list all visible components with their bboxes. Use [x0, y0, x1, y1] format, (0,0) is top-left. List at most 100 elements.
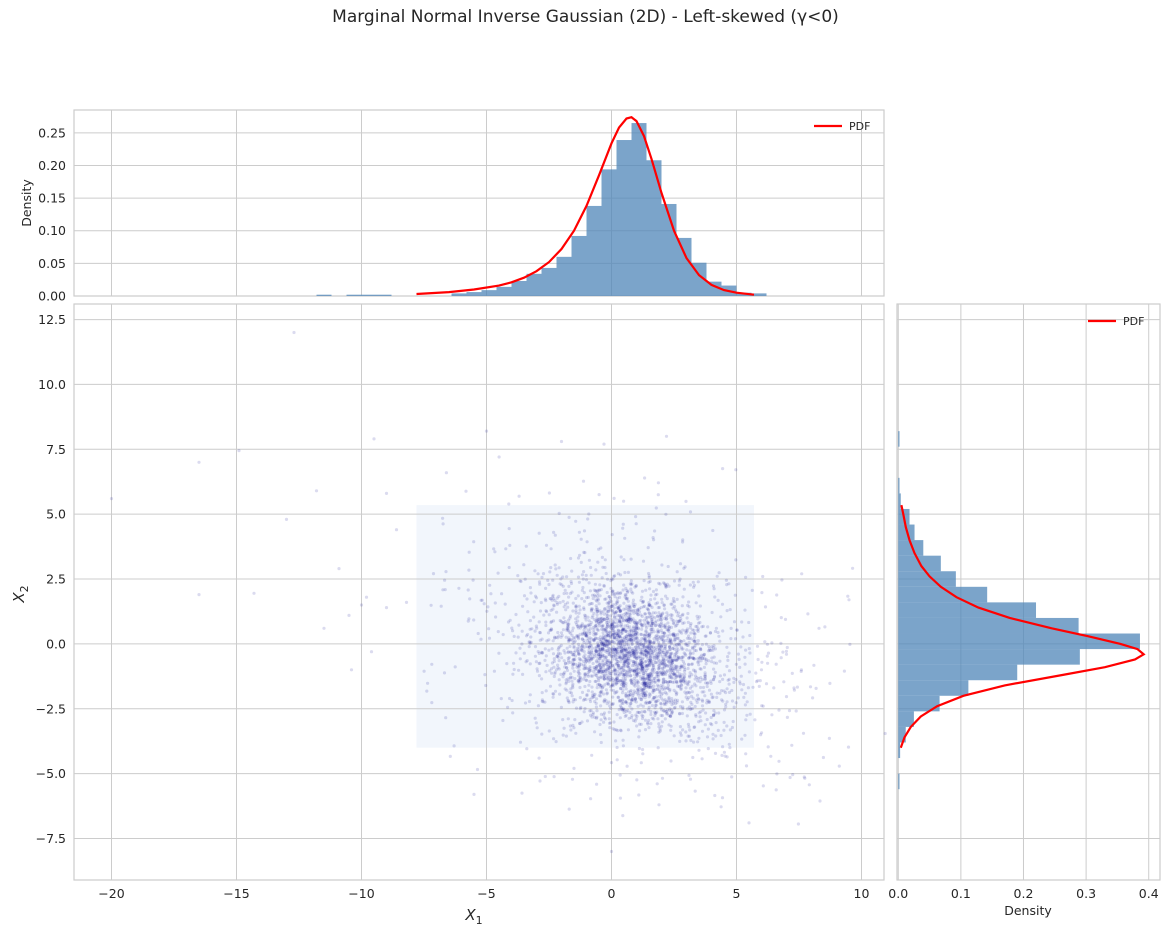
scatter-point — [562, 726, 566, 730]
scatter-point — [599, 612, 603, 616]
scatter-point — [688, 510, 693, 514]
scatter-point — [619, 613, 623, 617]
scatter-point — [540, 732, 544, 736]
scatter-point — [687, 773, 691, 778]
scatter-point — [698, 620, 702, 625]
scatter-point — [582, 606, 586, 610]
scatter-point — [614, 662, 618, 666]
scatter-point — [602, 700, 606, 704]
scatter-point — [799, 669, 803, 674]
scatter-point — [635, 621, 639, 626]
scatter-point — [443, 578, 447, 582]
scatter-point — [638, 729, 642, 733]
scatter-point — [679, 674, 683, 678]
scatter-point — [672, 632, 676, 636]
scatter-point — [704, 634, 708, 638]
scatter-point — [733, 593, 737, 597]
scatter-point — [566, 698, 570, 703]
scatter-point — [614, 651, 618, 655]
scatter-point — [511, 711, 515, 715]
scatter-point — [566, 601, 570, 605]
scatter-point — [695, 700, 699, 705]
scatter-point — [647, 718, 651, 723]
scatter-point — [640, 663, 644, 667]
scatter-point — [600, 642, 604, 646]
scatter-point — [677, 583, 681, 587]
scatter-point — [616, 623, 620, 628]
scatter-point — [625, 634, 629, 638]
scatter-point — [652, 538, 656, 542]
scatter-point — [577, 668, 581, 672]
scatter-point — [640, 624, 644, 628]
scatter-point — [646, 673, 650, 677]
scatter-point — [675, 691, 679, 695]
scatter-point — [651, 655, 655, 659]
scatter-point — [586, 673, 590, 677]
scatter-point — [634, 639, 638, 643]
scatter-point — [660, 634, 664, 639]
scatter-point — [584, 632, 588, 637]
scatter-point — [657, 722, 661, 726]
scatter-point — [587, 668, 591, 672]
scatter-point — [674, 664, 678, 669]
scatter-point — [570, 590, 574, 594]
scatter-point — [521, 604, 525, 608]
scatter-point — [614, 610, 618, 614]
scatter-point — [796, 822, 801, 826]
scatter-point — [314, 489, 319, 493]
scatter-point — [606, 623, 610, 627]
scatter-point — [659, 614, 664, 618]
scatter-point — [611, 621, 615, 625]
scatter-point — [707, 644, 711, 649]
scatter-point — [649, 700, 653, 704]
scatter-point — [608, 666, 612, 670]
scatter-point — [670, 661, 674, 665]
scatter-point — [665, 597, 669, 601]
histogram-bar — [898, 773, 900, 790]
scatter-point — [598, 588, 602, 592]
histogram-bar — [451, 293, 467, 296]
scatter-point — [632, 669, 637, 674]
scatter-point — [676, 655, 680, 659]
scatter-point — [600, 576, 604, 580]
scatter-point — [763, 605, 768, 609]
histogram-bar — [586, 205, 602, 296]
scatter-point — [600, 654, 605, 658]
scatter-point — [662, 631, 666, 635]
scatter-point — [566, 638, 571, 642]
scatter-point — [566, 650, 570, 655]
scatter-point — [614, 728, 619, 732]
scatter-point — [590, 650, 594, 654]
scatter-point — [689, 738, 693, 743]
scatter-point — [680, 631, 684, 635]
scatter-point — [322, 626, 326, 630]
scatter-point — [705, 717, 709, 722]
scatter-point — [537, 756, 541, 760]
scatter-point — [610, 684, 614, 688]
scatter-point — [642, 687, 646, 691]
scatter-point — [600, 641, 604, 645]
scatter-point — [628, 693, 632, 697]
scatter-point — [646, 656, 650, 660]
x-axis-label: X1 — [464, 906, 482, 927]
scatter-point — [664, 702, 668, 706]
scatter-point — [652, 670, 656, 674]
scatter-point — [639, 668, 644, 672]
scatter-point — [618, 773, 622, 777]
scatter-point — [681, 707, 685, 711]
scatter-point — [609, 626, 613, 630]
scatter-point — [562, 591, 566, 596]
scatter-point — [657, 663, 661, 667]
scatter-point — [631, 659, 635, 664]
scatter-point — [625, 701, 629, 705]
scatter-point — [606, 613, 610, 617]
scatter-point — [660, 714, 665, 718]
scatter-point — [623, 658, 627, 663]
scatter-point — [675, 642, 679, 647]
scatter-point — [605, 619, 609, 623]
scatter-point — [499, 697, 503, 701]
scatter-point — [698, 648, 703, 652]
scatter-point — [689, 637, 693, 641]
scatter-point — [687, 640, 691, 645]
scatter-point — [647, 651, 651, 655]
